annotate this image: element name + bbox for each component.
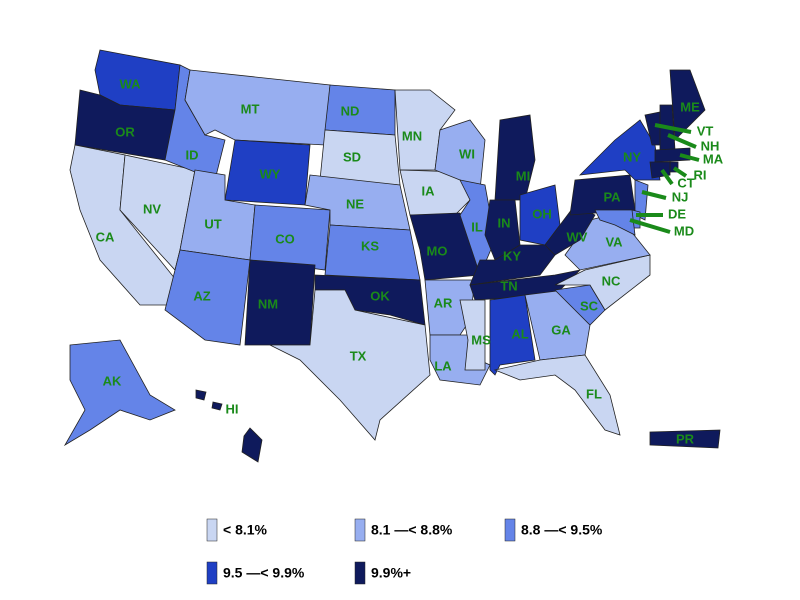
state-label: AR <box>434 295 453 310</box>
state-label: MT <box>241 101 260 116</box>
state-label: FL <box>586 386 602 401</box>
leader-line <box>679 153 700 162</box>
state-label: OH <box>532 206 552 221</box>
state-shape <box>249 204 331 271</box>
state-label: NV <box>143 201 161 216</box>
state-shape <box>654 147 691 163</box>
state-label: TX <box>350 348 367 363</box>
state-shape <box>459 179 496 277</box>
state-shape <box>424 279 476 336</box>
legend-label: < 8.1% <box>223 522 268 538</box>
state-shape <box>493 354 621 436</box>
state-label: MA <box>703 151 724 166</box>
state-shape <box>459 299 486 371</box>
state-label: PA <box>603 189 621 204</box>
state-label: NC <box>602 273 621 288</box>
legend-swatch <box>504 518 516 542</box>
state-label: TN <box>500 278 517 293</box>
state-label: HI <box>226 401 239 416</box>
state-shape <box>544 204 596 256</box>
leader-line <box>654 123 692 134</box>
legend-label: 9.5 —< 9.9% <box>223 565 305 581</box>
state-label: KY <box>503 248 521 263</box>
state-label: CA <box>96 229 115 244</box>
state-label: OR <box>115 124 135 139</box>
state-label: UT <box>204 216 221 231</box>
state-label: KS <box>361 238 379 253</box>
state-label: MD <box>674 223 694 238</box>
state-label: RI <box>694 167 707 182</box>
leader-line <box>629 218 671 234</box>
state-label: NE <box>346 196 364 211</box>
legend-label: 8.1 —< 8.8% <box>371 522 453 538</box>
leader-line <box>667 133 697 149</box>
state-label: WY <box>260 166 281 181</box>
state-label: NH <box>701 138 720 153</box>
state-shape <box>649 429 721 449</box>
state-label: MS <box>471 332 491 347</box>
state-label: SC <box>580 298 599 313</box>
legend-swatch <box>206 561 218 585</box>
state-label: MI <box>516 168 530 183</box>
legend-label: 9.9%+ <box>371 565 411 581</box>
state-shape <box>634 179 649 221</box>
state-shape <box>269 289 431 441</box>
state-label: GA <box>551 322 571 337</box>
legend-label: 8.8 —< 9.5% <box>521 522 603 538</box>
state-label: NY <box>623 149 641 164</box>
leader-line <box>641 190 667 200</box>
state-label: PR <box>676 431 695 446</box>
state-shape <box>63 339 176 447</box>
state-shape <box>494 114 536 201</box>
state-shape <box>244 259 316 346</box>
state-label: ME <box>680 99 700 114</box>
state-label: AL <box>511 326 528 341</box>
state-label: IN <box>498 215 511 230</box>
state-label: CO <box>275 231 295 246</box>
state-label: ID <box>186 147 199 162</box>
state-label: MO <box>427 243 448 258</box>
state-label: IL <box>471 219 483 234</box>
state-label: DE <box>668 206 686 221</box>
state-label: SD <box>343 149 361 164</box>
state-label: VA <box>605 234 623 249</box>
leader-line <box>660 168 674 186</box>
state-shape <box>211 401 223 411</box>
state-label: WV <box>567 229 588 244</box>
state-shape <box>241 427 263 463</box>
state-shape <box>554 254 651 311</box>
state-label: NJ <box>672 189 689 204</box>
state-label: WI <box>459 146 475 161</box>
state-label: NM <box>258 296 278 311</box>
state-label: LA <box>434 358 452 373</box>
state-label: IA <box>422 183 436 198</box>
state-label: ND <box>341 103 360 118</box>
legend-swatch <box>354 518 366 542</box>
state-shape <box>195 389 207 401</box>
state-label: AK <box>103 373 122 388</box>
state-label: MN <box>402 128 422 143</box>
leader-line <box>672 166 688 178</box>
state-label: VT <box>697 123 714 138</box>
legend-swatch <box>354 561 366 585</box>
state-label: CT <box>677 175 694 190</box>
state-label: OK <box>370 288 390 303</box>
state-label: AZ <box>193 288 210 303</box>
legend-swatch <box>206 518 218 542</box>
state-label: WA <box>120 76 142 91</box>
state-shape <box>324 84 396 136</box>
state-shape <box>594 209 636 236</box>
